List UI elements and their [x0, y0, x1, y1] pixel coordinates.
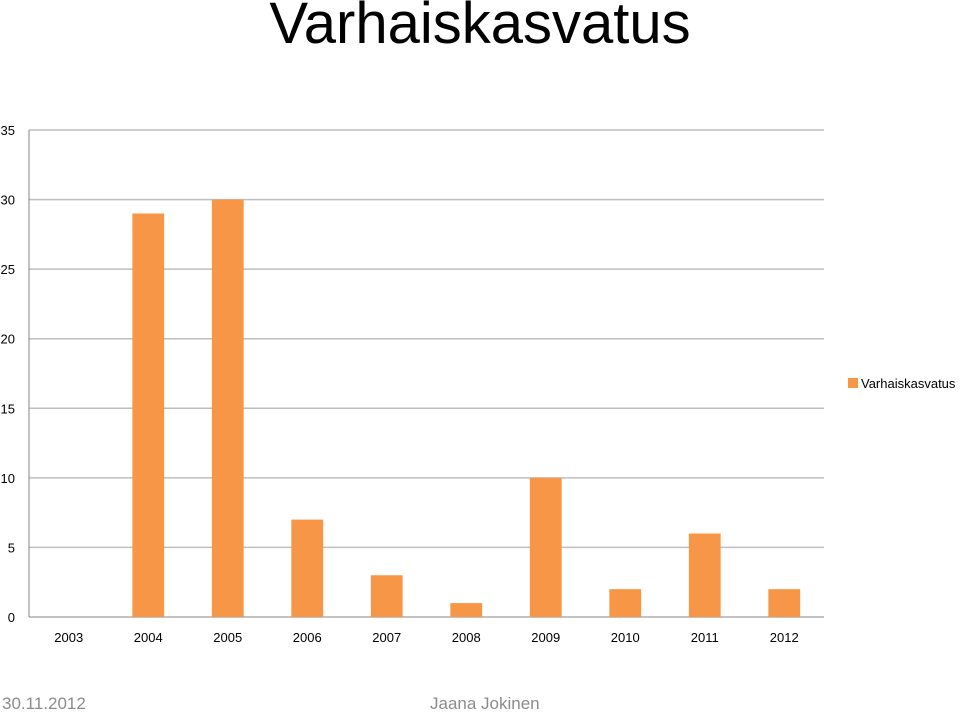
y-tick-label: 25 [1, 262, 15, 277]
y-tick-labels: 0 5 10 15 20 25 30 35 [1, 123, 15, 625]
bar [132, 213, 165, 617]
y-tick-label: 30 [1, 193, 15, 208]
bar [211, 199, 244, 618]
bar [370, 575, 403, 617]
bars [132, 199, 801, 618]
legend-label: Varhaiskasvatus [861, 376, 956, 391]
y-tick-label: 10 [1, 471, 15, 486]
y-tick-label: 0 [8, 610, 15, 625]
x-tick-label: 2004 [134, 630, 163, 645]
x-tick-label: 2005 [213, 630, 242, 645]
x-tick-label: 2003 [54, 630, 83, 645]
legend: Varhaiskasvatus [848, 376, 956, 391]
y-tick-label: 20 [1, 332, 15, 347]
x-tick-label: 2007 [372, 630, 401, 645]
bar [291, 519, 324, 617]
bar [450, 603, 483, 617]
slide-title: Varhaiskasvatus [269, 0, 691, 56]
x-tick-labels: 2003 2004 2005 2006 2007 2008 2009 2010 2011 2012 [54, 630, 798, 645]
footer-date: 30.11.2012 [2, 694, 86, 713]
x-tick-label: 2011 [691, 630, 719, 645]
bar [768, 589, 801, 617]
x-tick-label: 2006 [293, 630, 322, 645]
x-tick-label: 2010 [611, 630, 640, 645]
y-tick-label: 35 [1, 123, 15, 138]
x-tick-label: 2009 [531, 630, 560, 645]
x-tick-label: 2012 [770, 630, 799, 645]
y-tick-label: 5 [8, 540, 15, 555]
x-tick-label: 2008 [452, 630, 481, 645]
bar [529, 477, 562, 617]
bar [688, 533, 721, 617]
legend-swatch [848, 378, 858, 388]
bar [609, 589, 642, 617]
y-tick-label: 15 [1, 401, 15, 416]
footer-author: Jaana Jokinen [430, 694, 540, 713]
